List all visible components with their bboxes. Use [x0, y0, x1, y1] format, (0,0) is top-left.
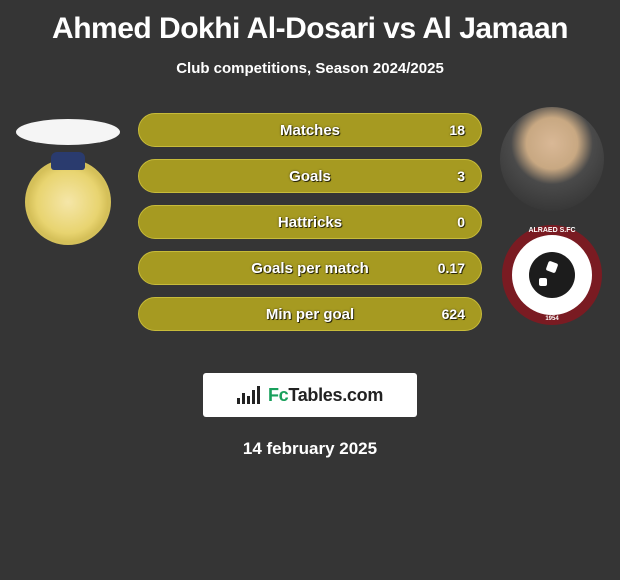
brand-text: FcTables.com [268, 385, 383, 406]
player-2-avatar [500, 107, 604, 211]
stat-row: Goals 3 [138, 159, 482, 193]
stat-label: Min per goal [266, 306, 354, 323]
stat-row: Min per goal 624 [138, 297, 482, 331]
stat-label: Goals per match [251, 260, 369, 277]
brand-box[interactable]: FcTables.com [203, 373, 417, 417]
club-2-badge: ALRAED S.FC 1954 [502, 225, 602, 325]
player-1-avatar [16, 119, 120, 145]
stat-row: Matches 18 [138, 113, 482, 147]
right-column: ALRAED S.FC 1954 [492, 107, 612, 325]
left-column [8, 107, 128, 245]
club-2-name: ALRAED S.FC [512, 227, 592, 234]
stat-value-right: 0.17 [438, 260, 465, 276]
stat-label: Matches [280, 122, 340, 139]
stat-value-right: 18 [449, 122, 465, 138]
stat-label: Goals [289, 168, 331, 185]
date-label: 14 february 2025 [0, 439, 620, 459]
stat-value-right: 0 [457, 214, 465, 230]
club-1-badge [25, 159, 111, 245]
page-title: Ahmed Dokhi Al-Dosari vs Al Jamaan [0, 0, 620, 46]
stat-value-right: 3 [457, 168, 465, 184]
stat-row: Hattricks 0 [138, 205, 482, 239]
bar-chart-icon [237, 386, 260, 404]
stat-row: Goals per match 0.17 [138, 251, 482, 285]
club-2-year: 1954 [512, 316, 592, 322]
subtitle: Club competitions, Season 2024/2025 [0, 60, 620, 77]
stat-label: Hattricks [278, 214, 342, 231]
stats-list: Matches 18 Goals 3 Hattricks 0 Goals per match… [138, 113, 482, 343]
stat-value-right: 624 [442, 306, 465, 322]
comparison-panel: Matches 18 Goals 3 Hattricks 0 Goals per match… [0, 107, 620, 357]
